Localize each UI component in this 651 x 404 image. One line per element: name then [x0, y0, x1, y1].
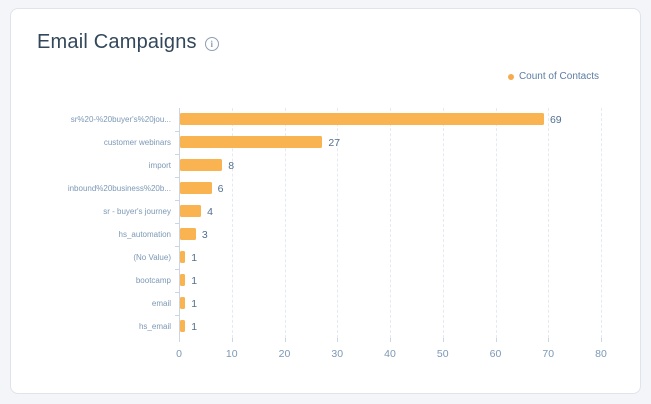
y-axis-tick: [175, 315, 179, 316]
x-axis-tick-40: [390, 338, 391, 342]
category-label: import: [148, 161, 171, 170]
x-axis-tick-50: [442, 338, 444, 342]
category-label: hs_email: [138, 322, 171, 331]
category-label: sr%20-%20buyer's%20jou...: [70, 115, 171, 124]
y-axis-tick: [175, 200, 179, 201]
bar-zone: 1: [179, 292, 634, 315]
y-axis-tick: [175, 269, 179, 270]
bar-value-label: 69: [549, 113, 562, 126]
chart-row: import 8: [19, 154, 634, 177]
x-axis-tick-0: [179, 338, 180, 342]
x-axis-tick-80: [601, 338, 602, 342]
bar--no-value-[interactable]: [180, 251, 186, 263]
gridline-20: [284, 108, 286, 338]
bar-value-label: 27: [328, 136, 341, 149]
bar-zone: 69: [179, 108, 634, 131]
chart-rows: sr%20-%20buyer's%20jou... 69 customer webi…: [19, 108, 634, 338]
x-axis-tick-70: [548, 338, 550, 342]
bar-value-label: 1: [191, 274, 198, 287]
bar-zone: 1: [179, 315, 634, 338]
x-axis-tick-label-20: 20: [278, 348, 291, 360]
y-axis-tick: [175, 292, 179, 293]
x-axis-tick-label-30: 30: [331, 348, 344, 360]
category-label: email: [151, 299, 171, 308]
info-icon[interactable]: i: [204, 36, 219, 51]
bar-bootcamp[interactable]: [180, 274, 186, 286]
gridline-70: [548, 108, 550, 338]
category-label: inbound%20business%20b...: [67, 184, 171, 193]
legend-label: Count of Contacts: [518, 71, 599, 82]
x-axis-tick-30: [337, 338, 339, 342]
bar-hs-email[interactable]: [180, 320, 186, 332]
x-axis-tick-label-40: 40: [384, 348, 396, 360]
bar-email[interactable]: [180, 297, 186, 309]
legend-dot-icon: [507, 73, 514, 80]
gridline-10: [231, 108, 233, 338]
y-axis-line: [179, 108, 180, 342]
chart-row: sr%20-%20buyer's%20jou... 69: [19, 108, 634, 131]
category-label: sr - buyer's journey: [103, 207, 171, 216]
chart-row: hs_automation 3: [19, 223, 634, 246]
bar-zone: 27: [179, 131, 634, 154]
bar-zone: 1: [179, 246, 634, 269]
category-label: (No Value): [133, 253, 171, 262]
gridline-60: [495, 108, 497, 338]
y-axis-tick: [175, 246, 179, 247]
category-label: customer webinars: [103, 138, 171, 147]
x-axis-tick-label-80: 80: [595, 348, 607, 360]
gridline-50: [442, 108, 444, 338]
y-axis-tick: [175, 154, 179, 155]
bar-hs-automation[interactable]: [180, 228, 196, 240]
y-axis-tick: [175, 223, 179, 224]
chart-row: bootcamp 1: [19, 269, 634, 292]
chart-grid-layer: 0 10 20 30 40 50 60 70 80: [175, 108, 631, 360]
x-axis-tick-10: [231, 338, 233, 342]
bar-sr-20-20buyer-s-20jou-[interactable]: [180, 113, 544, 125]
bar-customer-webinars[interactable]: [180, 136, 323, 148]
bar-import[interactable]: [180, 159, 223, 171]
bar-value-label: 6: [217, 182, 224, 195]
x-axis-tick-20: [284, 338, 286, 342]
report-title: Email Campaigns: [37, 31, 197, 53]
category-label: bootcamp: [135, 276, 171, 285]
bar-zone: 8: [179, 154, 634, 177]
bar-zone: 4: [179, 200, 634, 223]
bar-value-label: 1: [191, 320, 198, 333]
bar-sr-buyer-s-journey[interactable]: [180, 205, 202, 217]
bar-chart: 0 10 20 30 40 50 60 70 80 sr%20-%20buyer's%20jou…: [19, 108, 634, 378]
bar-value-label: 3: [201, 228, 208, 241]
chart-row: sr - buyer's journey 4: [19, 200, 634, 223]
bar-zone: 6: [179, 177, 634, 200]
x-axis-tick-label-50: 50: [436, 348, 449, 360]
x-axis-tick-label-10: 10: [225, 348, 238, 360]
bar-value-label: 8: [228, 159, 235, 172]
x-axis-tick-label-60: 60: [489, 348, 502, 360]
x-axis-tick-60: [495, 338, 497, 342]
bar-inbound-20business-20b-[interactable]: [180, 182, 212, 194]
card-header: Email Campaigns i: [37, 31, 219, 54]
gridline-30: [337, 108, 339, 338]
bar-zone: 1: [179, 269, 634, 292]
x-axis-tick-label-0: 0: [176, 348, 182, 360]
bar-value-label: 1: [191, 297, 198, 310]
bar-value-label: 4: [207, 205, 213, 218]
chart-row: hs_email 1: [19, 315, 634, 338]
bar-zone: 3: [179, 223, 634, 246]
chart-row: email 1: [19, 292, 634, 315]
category-label: hs_automation: [118, 230, 171, 239]
gridline-80: [601, 108, 602, 338]
bar-value-label: 1: [191, 251, 198, 264]
chart-row: inbound%20business%20b... 6: [19, 177, 634, 200]
email-campaigns-report-card: Email Campaigns i Count of Contacts 0 10 2…: [10, 8, 641, 394]
y-axis-tick: [175, 131, 179, 132]
legend-item-count-of-contacts[interactable]: Count of Contacts: [507, 71, 599, 82]
x-axis-tick-label-70: 70: [542, 348, 555, 360]
chart-row: (No Value) 1: [19, 246, 634, 269]
chart-row: customer webinars 27: [19, 131, 634, 154]
y-axis-tick: [175, 177, 179, 178]
gridline-40: [390, 108, 391, 338]
